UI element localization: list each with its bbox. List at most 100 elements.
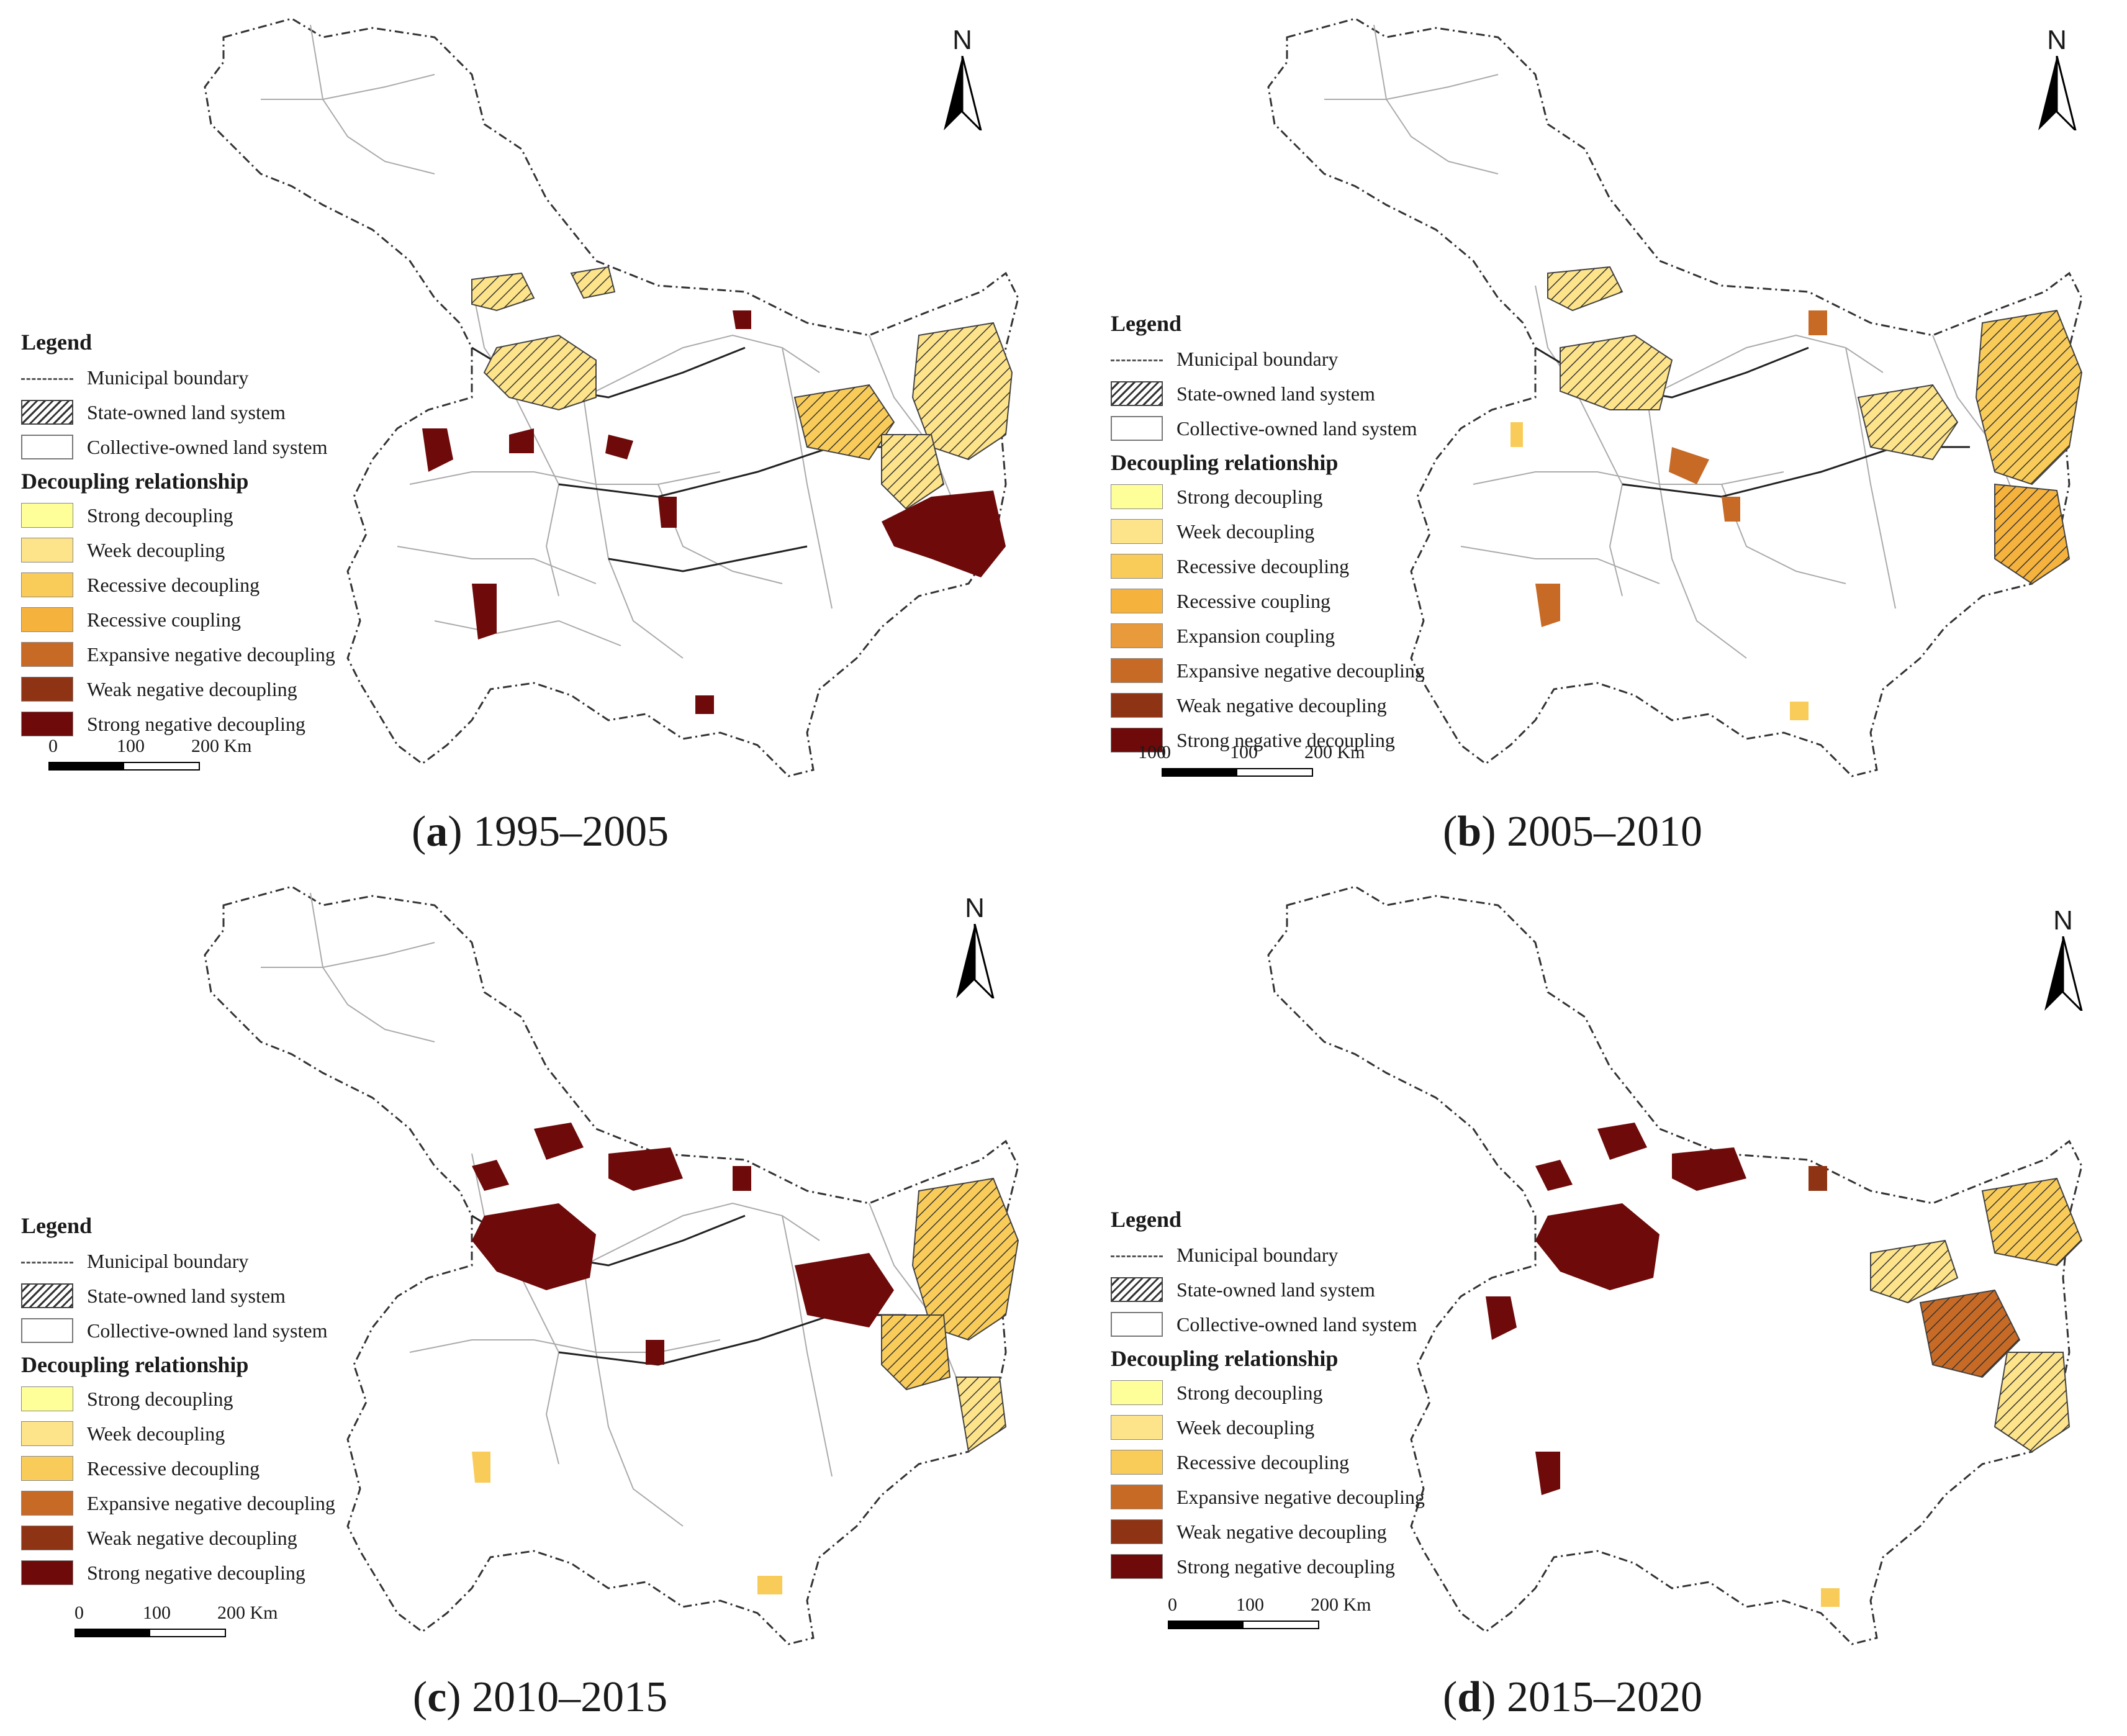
class-swatch <box>1111 1380 1163 1405</box>
legend-class-item: Expansive negative decoupling <box>1111 1480 1496 1514</box>
legend-class-label: Recessive decoupling <box>87 573 260 596</box>
legend: Legend Municipal boundary State-owned land… <box>1111 310 1496 757</box>
map-d <box>1267 885 2083 1645</box>
legend-state-owned: State-owned land system <box>1111 376 1496 411</box>
legend-label: Municipal boundary <box>87 1249 249 1272</box>
municipal-boundary-symbol <box>1111 359 1163 361</box>
legend-class-item: Expansion coupling <box>1111 618 1496 653</box>
legend-class-label: Strong decoupling <box>1176 485 1323 508</box>
map-panel-c: N Legend Municipal boundary State-owned la… <box>0 868 1064 1736</box>
scale-bar-b: 0 100 200 Km <box>1162 742 1366 777</box>
legend-class-item: Expansive negative decoupling <box>1111 653 1496 688</box>
zones-a <box>422 266 1013 714</box>
legend-municipal-boundary: Municipal boundary <box>1111 1237 1496 1272</box>
legend-class-item: Expansive negative decoupling <box>21 1486 406 1521</box>
legend-class-label: Weak negative decoupling <box>87 1526 297 1549</box>
legend-class-label: Recessive decoupling <box>1176 554 1350 577</box>
decoupling-title: Decoupling relationship <box>1111 1346 1339 1371</box>
north-arrow: N <box>950 893 1000 1001</box>
region-outline <box>204 885 1019 1645</box>
legend-title: Legend <box>21 1213 93 1238</box>
north-arrow-icon <box>2038 55 2077 133</box>
caption-period: 2005–2010 <box>1507 808 1703 856</box>
state-owned-symbol <box>1111 381 1163 406</box>
legend-label: Collective-owned land system <box>1176 1313 1417 1336</box>
legend-class-label: Expansive negative decoupling <box>87 1491 335 1514</box>
legend-class-label: Week decoupling <box>87 538 225 561</box>
legend-class-label: Recessive decoupling <box>87 1457 260 1480</box>
legend-class-label: Week decoupling <box>1176 520 1315 543</box>
decoupling-title: Decoupling relationship <box>21 1352 249 1377</box>
scale-label-0: 0 <box>48 736 58 756</box>
class-swatch <box>1111 1485 1163 1509</box>
legend-municipal-boundary: Municipal boundary <box>1111 341 1496 376</box>
legend-title: Legend <box>1111 311 1182 336</box>
legend-class-item: Recessive decoupling <box>21 1451 406 1486</box>
scale-label-0: 0 <box>1168 1594 1177 1615</box>
legend-class-label: Strong decoupling <box>87 504 233 527</box>
legend-label: Municipal boundary <box>1176 347 1339 370</box>
caption-letter: d <box>1457 1673 1482 1721</box>
class-swatch <box>21 607 73 632</box>
legend-class-item: Week decoupling <box>1111 514 1496 549</box>
scale-label-100: 100 <box>1236 1594 1264 1615</box>
scale-label-0: 0 <box>75 1603 84 1623</box>
legend-class-label: Strong decoupling <box>87 1387 233 1410</box>
legend-class-item: Weak negative decoupling <box>1111 688 1496 723</box>
caption-d: (d) 2015–2020 <box>1442 1673 1703 1721</box>
caption-letter: c <box>427 1673 447 1721</box>
collective-owned-symbol <box>21 435 73 459</box>
north-label: N <box>952 25 972 55</box>
legend: Legend Municipal boundary State-owned land… <box>21 1213 406 1590</box>
caption-period: 2010–2015 <box>472 1673 668 1721</box>
class-swatch <box>21 642 73 667</box>
legend-class-label: Expansive negative decoupling <box>1176 1485 1425 1508</box>
class-swatch <box>1111 1519 1163 1544</box>
scale-label-0: 0 <box>1162 742 1171 762</box>
scale-label-200: 200 Km <box>1304 742 1365 762</box>
caption-c: (c) 2010–2015 <box>412 1673 668 1721</box>
north-label: N <box>2053 905 2073 936</box>
map-panel-d: N Legend Municipal boundary State-owned la… <box>1064 868 2127 1736</box>
class-swatch <box>21 712 73 736</box>
legend-class-label: Week decoupling <box>1176 1416 1315 1439</box>
state-owned-symbol <box>1111 1277 1163 1302</box>
legend-class-item: Recessive coupling <box>1111 584 1496 618</box>
legend-class-label: Weak negative decoupling <box>1176 1520 1387 1543</box>
scale-label-200: 200 Km <box>1311 1594 1371 1615</box>
class-swatch <box>1111 623 1163 648</box>
legend-class-item: Expansive negative decoupling <box>21 637 406 672</box>
decoupling-title: Decoupling relationship <box>21 469 249 494</box>
class-swatch <box>21 572 73 597</box>
class-swatch <box>21 538 73 563</box>
legend-class-item: Strong negative decoupling <box>21 1555 406 1590</box>
zones-c <box>472 1123 1019 1594</box>
class-swatch <box>1111 519 1163 544</box>
north-arrow-icon <box>2044 936 2084 1014</box>
north-arrow: N <box>937 25 987 133</box>
municipal-boundary-symbol <box>1111 1255 1163 1257</box>
legend-label: Collective-owned land system <box>1176 417 1417 440</box>
caption-letter: a <box>426 808 448 856</box>
legend-class-label: Strong negative decoupling <box>87 1561 305 1584</box>
legend-label: State-owned land system <box>1176 1278 1375 1301</box>
scale-bar: 100 <box>1138 742 1343 764</box>
map-a <box>204 17 1019 777</box>
legend-collective-owned: Collective-owned land system <box>21 430 406 464</box>
legend-label: State-owned land system <box>1176 382 1375 405</box>
north-label: N <box>2047 25 2067 55</box>
north-arrow-icon <box>944 55 983 133</box>
scale-label-200: 200 Km <box>217 1603 278 1623</box>
legend-class-item: Strong decoupling <box>21 1381 406 1416</box>
decoupling-title: Decoupling relationship <box>1111 450 1339 475</box>
class-swatch <box>21 503 73 528</box>
legend: Legend Municipal boundary State-owned land… <box>21 329 406 741</box>
class-swatch <box>1111 1554 1163 1579</box>
north-label: N <box>965 893 985 923</box>
legend-title: Legend <box>21 330 93 355</box>
legend-class-item: Recessive decoupling <box>1111 1445 1496 1480</box>
municipal-boundary-symbol <box>21 1261 73 1264</box>
class-swatch <box>1111 693 1163 718</box>
legend-municipal-boundary: Municipal boundary <box>21 1244 406 1278</box>
class-swatch <box>1111 1415 1163 1440</box>
